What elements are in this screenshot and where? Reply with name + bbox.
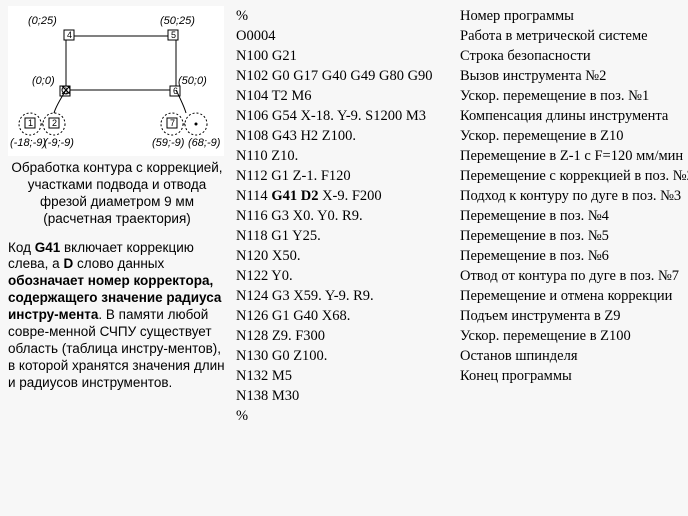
gcode-line: N100 G21 — [236, 46, 460, 66]
gcode-line: N124 G3 X59. Y-9. R9. — [236, 286, 460, 306]
explanation-text: Код G41 включает коррекцию слева, а D сл… — [8, 240, 226, 392]
code-table: % O0004 N100 G21 N102 G0 G17 G40 G49 G80… — [232, 0, 688, 516]
svg-text:1: 1 — [28, 118, 33, 128]
coord-m9-m9: (-9;-9) — [44, 137, 74, 149]
gcode-line: N112 G1 Z-1. F120 — [236, 166, 460, 186]
gcode-line: N102 G0 G17 G40 G49 G80 G90 — [236, 66, 460, 86]
desc-line: Перемещение и отмена коррекции — [460, 286, 684, 306]
desc-line: Подход к контуру по дуге в поз. №3 — [460, 186, 684, 206]
contour-diagram: (0;25) (50;25) (0;0) (50;0) (-18;-9) (-9… — [8, 6, 224, 156]
coord-m18-m9: (-18;-9) — [10, 137, 46, 149]
desc-line: Перемещение с коррекцией в поз. №2 — [460, 166, 684, 186]
gcode-line: N126 G1 G40 X68. — [236, 306, 460, 326]
gcode-line: N128 Z9. F300 — [236, 326, 460, 346]
gcode-line: N104 T2 M6 — [236, 86, 460, 106]
svg-text:4: 4 — [67, 30, 72, 40]
desc-line: Ускор. перемещение в Z100 — [460, 326, 684, 346]
svg-text:6: 6 — [173, 86, 178, 96]
gcode-line: N110 Z10. — [236, 146, 460, 166]
coord-50-0: (50;0) — [178, 75, 207, 87]
coord-50-25: (50;25) — [160, 15, 195, 27]
gcode-line: N106 G54 X-18. Y-9. S1200 M3 — [236, 106, 460, 126]
gcode-line: % — [236, 406, 460, 426]
gcode-line: O0004 — [236, 26, 460, 46]
left-column: (0;25) (50;25) (0;0) (50;0) (-18;-9) (-9… — [0, 0, 232, 516]
desc-line: Ускор. перемещение в поз. №1 — [460, 86, 684, 106]
gcode-line: % — [236, 6, 460, 26]
svg-text:5: 5 — [171, 30, 176, 40]
coord-0-25: (0;25) — [28, 15, 57, 27]
gcode-line: N118 G1 Y25. — [236, 226, 460, 246]
desc-line: Перемещение в поз. №6 — [460, 246, 684, 266]
svg-text:7: 7 — [170, 118, 175, 128]
coord-0-0: (0;0) — [32, 75, 55, 87]
desc-line: Номер программы — [460, 6, 684, 26]
gcode-line: N130 G0 Z100. — [236, 346, 460, 366]
gcode-line: N122 Y0. — [236, 266, 460, 286]
coord-59-m9: (59;-9) — [152, 137, 185, 149]
desc-line: Компенсация длины инструмента — [460, 106, 684, 126]
desc-line: Перемещение в поз. №5 — [460, 226, 684, 246]
coord-68-m9: (68;-9) — [188, 137, 221, 149]
svg-text:2: 2 — [52, 118, 57, 128]
desc-line: Конец программы — [460, 366, 684, 386]
desc-line: Подъем инструмента в Z9 — [460, 306, 684, 326]
gcode-column: % O0004 N100 G21 N102 G0 G17 G40 G49 G80… — [236, 6, 460, 510]
desc-line: Отвод от контура по дуге в поз. №7 — [460, 266, 684, 286]
desc-line: Строка безопасности — [460, 46, 684, 66]
gcode-line: N132 M5 — [236, 366, 460, 386]
gcode-line: N138 M30 — [236, 386, 460, 406]
diagram-caption: Обработка контура с коррекцией, участкам… — [8, 160, 226, 228]
desc-line: Вызов инструмента №2 — [460, 66, 684, 86]
description-column: Номер программы Работа в метрической сис… — [460, 6, 684, 510]
desc-line: Перемещение в Z-1 с F=120 мм/мин — [460, 146, 684, 166]
gcode-line: N114 G41 D2 X-9. F200 — [236, 186, 460, 206]
gcode-line: N116 G3 X0. Y0. R9. — [236, 206, 460, 226]
gcode-line: N108 G43 H2 Z100. — [236, 126, 460, 146]
desc-line: Перемещение в поз. №4 — [460, 206, 684, 226]
gcode-line: N120 X50. — [236, 246, 460, 266]
desc-line: Ускор. перемещение в Z10 — [460, 126, 684, 146]
desc-line: Работа в метрической системе — [460, 26, 684, 46]
page: (0;25) (50;25) (0;0) (50;0) (-18;-9) (-9… — [0, 0, 688, 516]
desc-line: Останов шпинделя — [460, 346, 684, 366]
